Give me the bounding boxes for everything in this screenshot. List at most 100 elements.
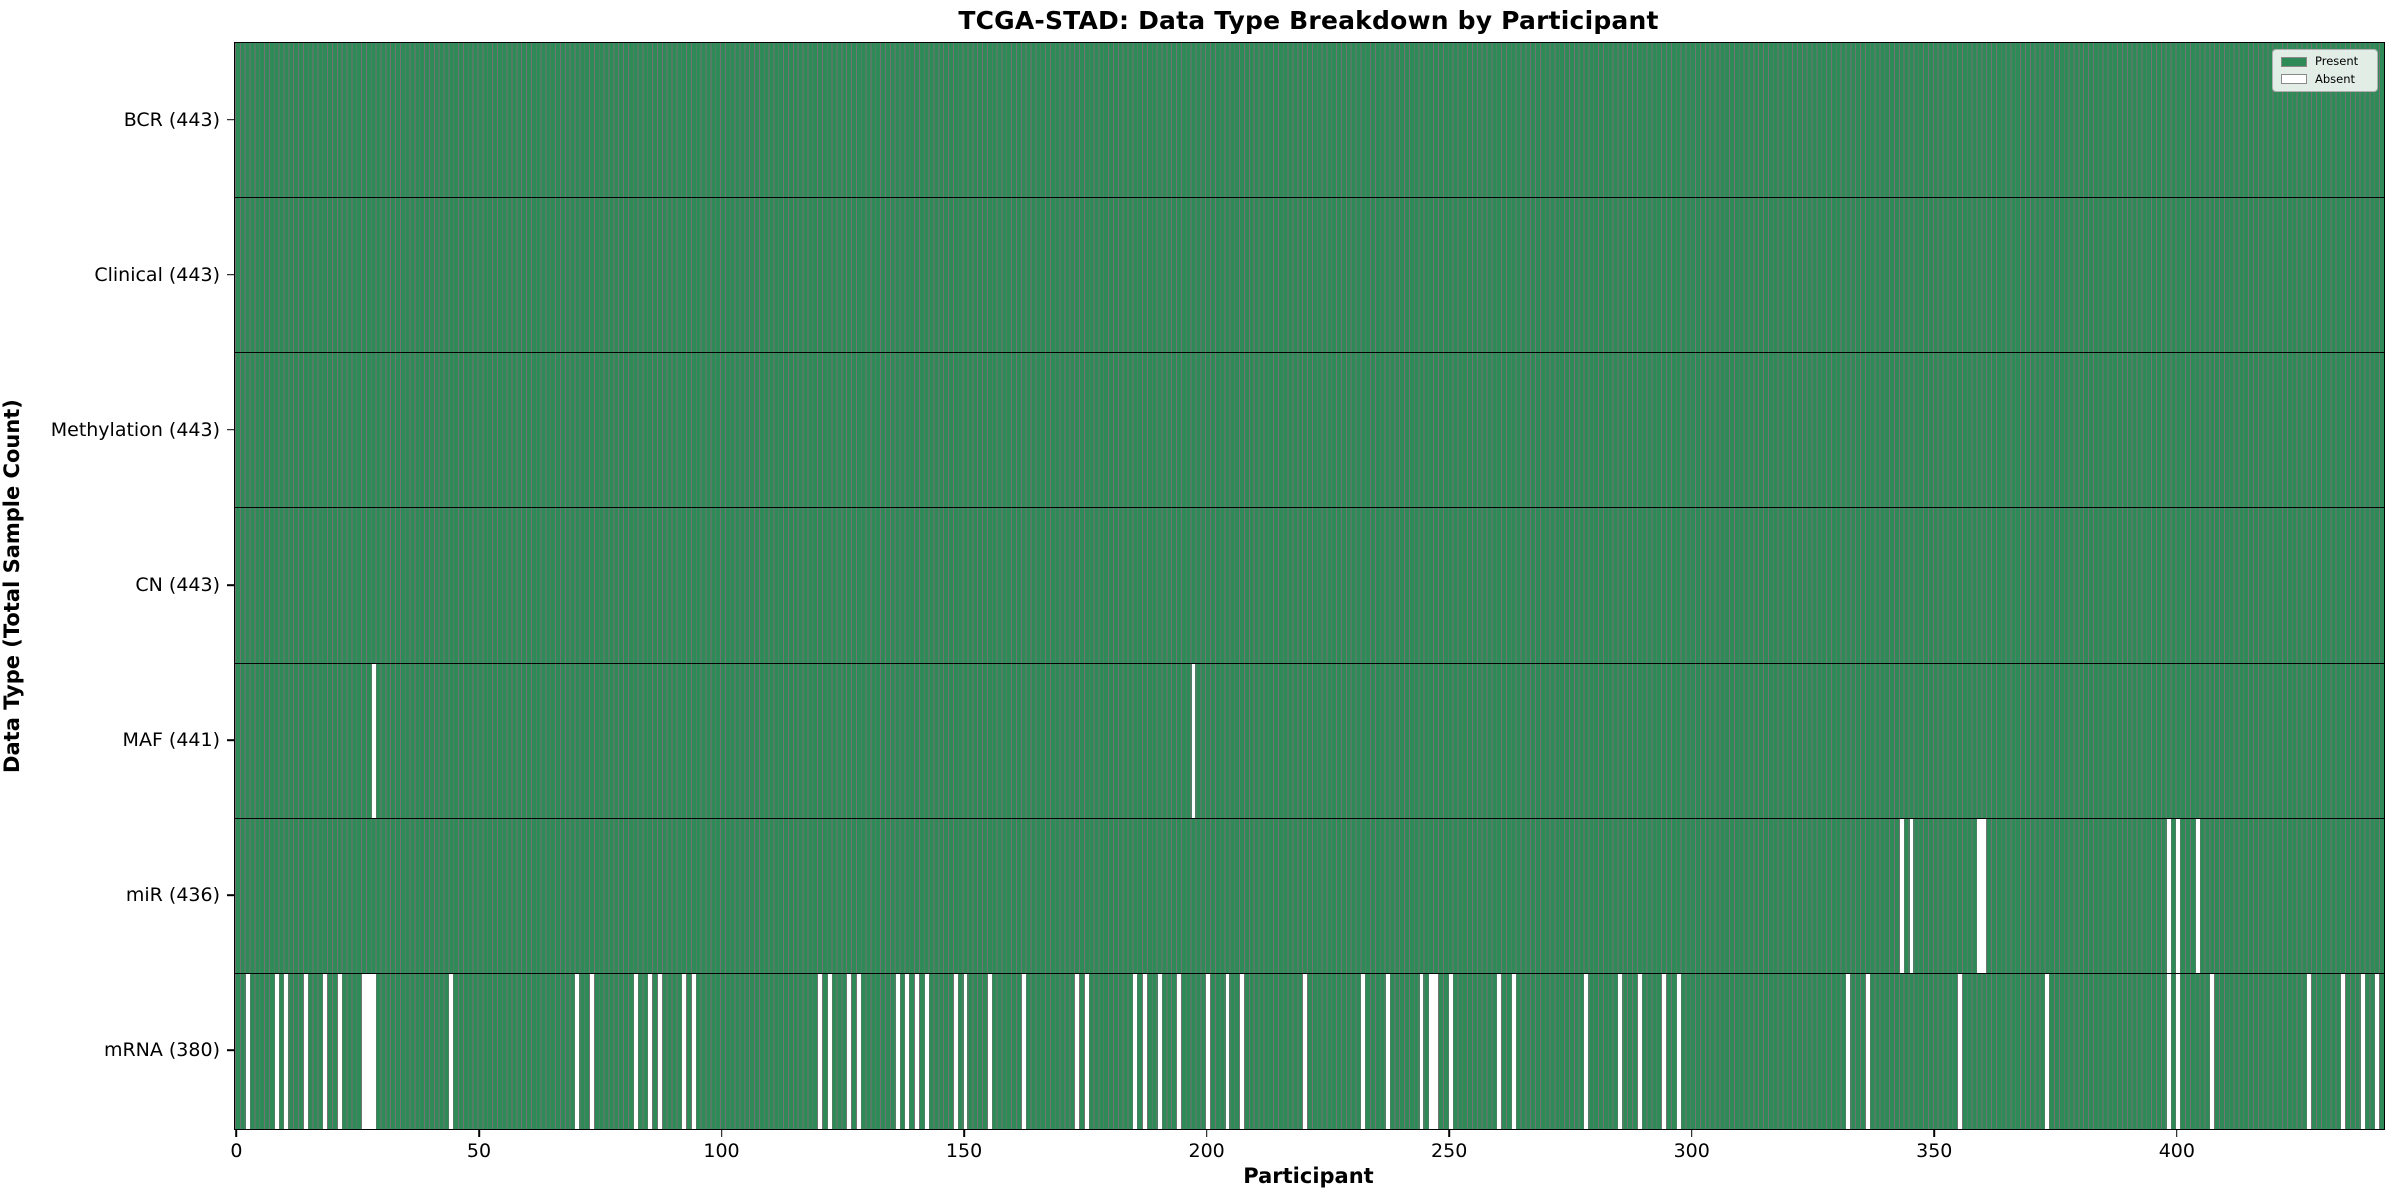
- absent-gap: [323, 973, 328, 1129]
- absent-gap: [1584, 973, 1589, 1129]
- legend-absent-label: Absent: [2315, 71, 2356, 86]
- row-bcr: [235, 43, 2384, 199]
- absent-gap: [1021, 973, 1026, 1129]
- absent-gap: [1899, 818, 1904, 973]
- absent-gap: [449, 973, 454, 1129]
- xtick-mark: [2176, 1129, 2178, 1137]
- absent-gap: [274, 973, 279, 1129]
- absent-gap: [1303, 973, 1308, 1129]
- absent-gap: [2341, 973, 2346, 1129]
- legend-present-label: Present: [2315, 54, 2359, 68]
- xtick-mark: [1205, 1129, 1208, 1137]
- xtick-mark: [720, 1129, 723, 1137]
- ytick-mark: [227, 118, 234, 121]
- absent-gap: [362, 973, 376, 1129]
- absent-gap: [818, 973, 822, 1129]
- xtick-label-250: 250: [1431, 1140, 1468, 1162]
- absent-gap: [2045, 973, 2050, 1129]
- absent-swatch-icon: [2281, 74, 2307, 85]
- plot-area: [234, 42, 2385, 1130]
- absent-gap: [575, 973, 580, 1129]
- xtick-mark: [1933, 1129, 1936, 1137]
- absent-gap: [827, 973, 832, 1129]
- absent-gap: [371, 663, 376, 818]
- xtick-mark: [235, 1129, 238, 1137]
- absent-gap: [2360, 973, 2365, 1129]
- absent-gap: [1497, 973, 1502, 1129]
- absent-gap: [1225, 973, 1230, 1129]
- absent-gap: [924, 973, 929, 1129]
- absent-gap: [1191, 663, 1196, 818]
- absent-gap: [1176, 973, 1181, 1129]
- xtick-mark: [1690, 1129, 1693, 1137]
- chart-title: TCGA-STAD: Data Type Breakdown by Partic…: [958, 6, 1659, 35]
- ytick-mark: [227, 894, 234, 897]
- xtick-label-200: 200: [1188, 1140, 1225, 1162]
- ytick-label-mrna: mRNA (380): [103, 1039, 220, 1062]
- xtick-label-350: 350: [1916, 1140, 1953, 1162]
- absent-gap: [2176, 818, 2181, 973]
- absent-gap: [691, 973, 696, 1129]
- absent-gap: [1429, 973, 1439, 1129]
- absent-gap: [1977, 818, 1987, 973]
- ytick-label-methylation: Methylation (443): [50, 418, 220, 441]
- absent-gap: [1676, 973, 1681, 1129]
- xtick-label-100: 100: [703, 1140, 740, 1162]
- ytick-mark: [227, 273, 234, 276]
- absent-gap: [2176, 973, 2181, 1129]
- absent-gap: [963, 973, 968, 1129]
- absent-gap: [1361, 973, 1366, 1129]
- absent-gap: [2210, 973, 2215, 1129]
- absent-gap: [915, 973, 919, 1129]
- xtick-label-50: 50: [466, 1140, 492, 1162]
- absent-gap: [895, 973, 900, 1129]
- absent-gap: [648, 973, 653, 1129]
- present-swatch-icon: [2281, 56, 2307, 67]
- absent-gap: [2166, 818, 2171, 973]
- ytick-mark: [227, 429, 234, 431]
- absent-gap: [303, 973, 308, 1129]
- ytick-label-maf: MAF (441): [122, 729, 220, 752]
- row-maf: [235, 663, 2384, 819]
- absent-gap: [987, 973, 992, 1129]
- absent-gap: [1448, 973, 1453, 1129]
- xtick-label-400: 400: [2158, 1140, 2195, 1162]
- legend: Present Absent: [2272, 49, 2378, 92]
- absent-gap: [1618, 973, 1623, 1129]
- absent-gap: [337, 973, 342, 1129]
- ytick-mark: [227, 739, 234, 741]
- absent-gap: [682, 973, 687, 1129]
- absent-gap: [847, 973, 852, 1129]
- row-cn: [235, 508, 2384, 664]
- absent-gap: [245, 973, 250, 1129]
- ytick-label-mir: miR (436): [125, 884, 220, 907]
- absent-gap: [1511, 973, 1516, 1129]
- ytick-mark: [227, 1049, 234, 1052]
- absent-gap: [2375, 973, 2380, 1129]
- absent-gap: [1143, 973, 1147, 1129]
- xtick-label-0: 0: [230, 1140, 243, 1162]
- absent-gap: [1084, 973, 1089, 1129]
- absent-gap: [284, 973, 289, 1129]
- absent-gap: [1385, 973, 1390, 1129]
- absent-gap: [1075, 973, 1080, 1129]
- absent-gap: [633, 973, 638, 1129]
- row-mrna: [235, 973, 2384, 1129]
- absent-gap: [1419, 973, 1424, 1129]
- ytick-label-clinical: Clinical (443): [94, 263, 220, 286]
- absent-gap: [1206, 973, 1211, 1129]
- xtick-mark: [963, 1129, 965, 1137]
- absent-gap: [856, 973, 861, 1129]
- absent-gap: [1846, 973, 1851, 1129]
- ytick-mark: [227, 584, 234, 586]
- absent-gap: [1240, 973, 1244, 1129]
- absent-gap: [1662, 973, 1667, 1129]
- xtick-mark: [478, 1129, 480, 1137]
- absent-gap: [1133, 973, 1138, 1129]
- absent-gap: [1909, 818, 1914, 973]
- legend-item-absent: Absent: [2281, 71, 2369, 86]
- absent-gap: [1865, 973, 1870, 1129]
- x-axis-label: Participant: [1243, 1164, 1374, 1188]
- legend-item-present: Present: [2281, 54, 2369, 68]
